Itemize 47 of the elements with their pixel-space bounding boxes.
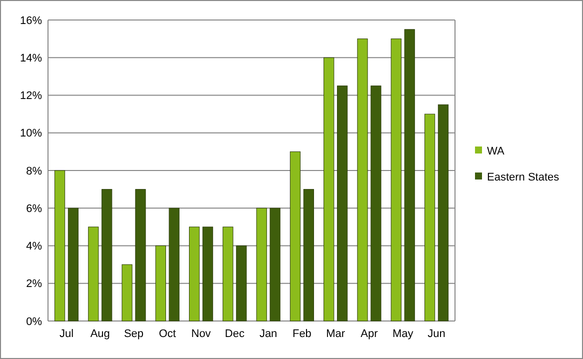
x-tick-label: Jan	[259, 328, 278, 340]
x-tick-label: Sep	[124, 328, 144, 340]
x-tick-label: Nov	[191, 328, 212, 340]
y-tick-label: 10%	[20, 128, 42, 140]
y-tick-label: 8%	[26, 165, 42, 178]
bar	[390, 38, 402, 322]
bar	[222, 226, 234, 322]
bar	[236, 246, 247, 322]
bar	[88, 226, 99, 322]
bar	[54, 170, 66, 322]
bar	[68, 208, 79, 322]
y-tick-label: 4%	[26, 240, 42, 253]
bar	[189, 226, 200, 322]
bar	[357, 38, 368, 322]
bar	[155, 246, 166, 322]
y-tick-label: 14%	[20, 52, 42, 64]
x-tick-label: Dec	[224, 328, 245, 340]
bar	[337, 86, 348, 322]
y-tick-label: 0%	[26, 316, 42, 328]
bar	[404, 29, 415, 322]
x-tick-label: Jun	[428, 328, 446, 340]
y-tick-label: 16%	[20, 14, 42, 27]
y-tick-label: 12%	[20, 90, 42, 102]
bar	[256, 208, 267, 322]
x-tick-label: Feb	[292, 328, 312, 340]
x-tick-label: May	[392, 328, 414, 340]
x-tick-label: Mar	[326, 328, 346, 340]
x-tick-label: Aug	[90, 328, 110, 340]
bar	[102, 189, 112, 322]
bar	[370, 86, 382, 322]
bar	[303, 189, 314, 322]
bar	[438, 104, 449, 322]
bar	[122, 264, 132, 322]
bar	[168, 208, 180, 322]
legend-label: WA	[487, 145, 505, 158]
y-tick-label: 6%	[26, 202, 42, 215]
x-tick-label: Jul	[59, 328, 74, 340]
bar	[324, 57, 334, 322]
bar	[202, 226, 214, 322]
bar	[135, 189, 146, 322]
x-tick-label: Oct	[158, 328, 176, 340]
legend-label: Eastern States	[487, 171, 560, 184]
bar	[424, 114, 436, 322]
y-tick-label: 2%	[26, 278, 42, 290]
bar	[270, 208, 280, 322]
x-tick-label: Apr	[360, 328, 378, 340]
bar	[290, 151, 301, 322]
